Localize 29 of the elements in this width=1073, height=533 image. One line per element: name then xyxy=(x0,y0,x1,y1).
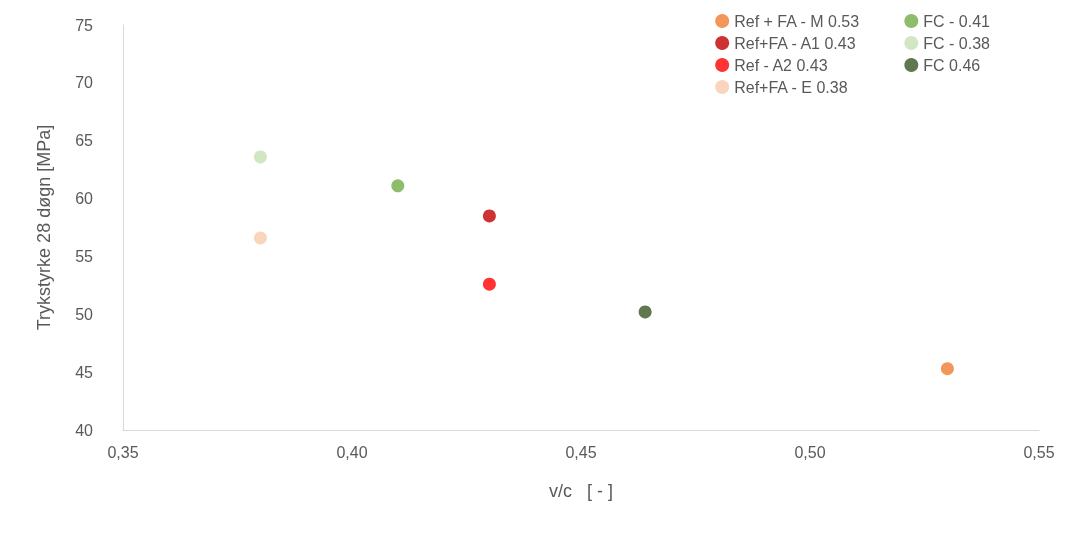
y-tick-label: 60 xyxy=(75,190,94,208)
y-tick-label: 70 xyxy=(75,74,94,92)
point xyxy=(253,231,267,245)
legend-label: FC - 0.41 xyxy=(923,12,991,30)
x-tick-label: 0,35 xyxy=(107,443,139,461)
legend-label: Ref + FA - M 0.53 xyxy=(734,12,860,30)
legend-label: Ref - A2 0.43 xyxy=(734,56,828,74)
y-tick-label: 75 xyxy=(75,16,94,34)
point xyxy=(253,150,267,164)
x-axis-title: v/c [ - ] xyxy=(548,481,614,501)
y-tick-label: 45 xyxy=(75,363,94,381)
x-tick-label: 0,45 xyxy=(565,443,597,461)
legend-label: FC 0.46 xyxy=(923,56,981,74)
x-tick-label: 0,50 xyxy=(794,443,826,461)
y-tick-label: 50 xyxy=(75,305,94,323)
legend-label: Ref+FA - A1 0.43 xyxy=(734,34,856,52)
y-tick-label: 55 xyxy=(75,247,94,265)
point xyxy=(391,179,405,193)
point xyxy=(482,277,496,291)
point xyxy=(638,305,652,319)
y-axis-title: Trykstyrke 28 døgn [MPa] xyxy=(34,124,54,331)
point xyxy=(482,209,496,223)
x-tick-label: 0,40 xyxy=(336,443,368,461)
point xyxy=(940,362,954,376)
legend-label: FC - 0.38 xyxy=(923,34,991,52)
y-tick-label: 40 xyxy=(75,421,94,439)
x-tick-label: 0,55 xyxy=(1023,443,1055,461)
y-tick-label: 65 xyxy=(75,132,94,150)
legend-label: Ref+FA - E 0.38 xyxy=(734,78,848,96)
